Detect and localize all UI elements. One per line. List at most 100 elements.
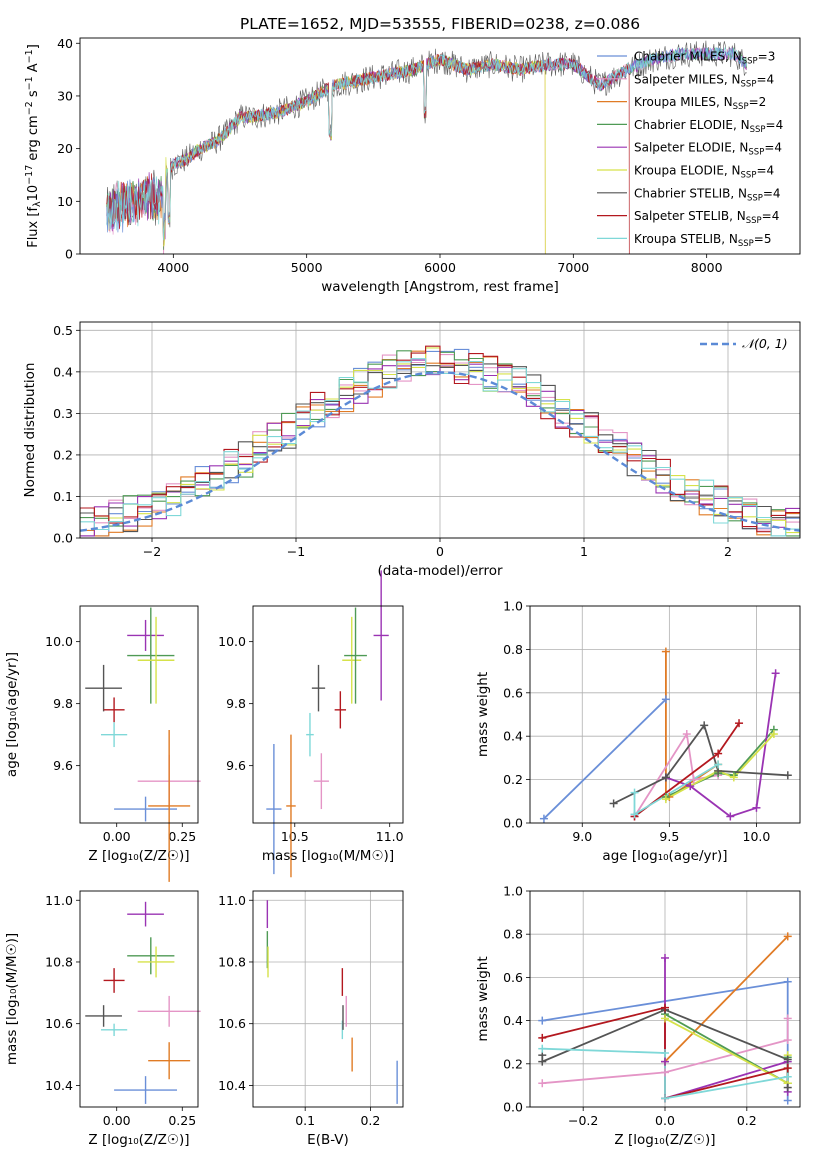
marker-kroupa_stelib [783,1072,792,1081]
y-tick-label: 0.2 [503,1056,523,1071]
point-kroupa_elodie [137,946,175,978]
marker-chabrier_miles [661,695,670,704]
y-tick-label: 0 [65,247,73,262]
series-kroupa_stelib [633,763,719,816]
y-tick-label: 9.8 [226,696,246,711]
x-tick-label: 1 [580,544,588,559]
point-salpeter_elodie [373,570,389,701]
legend-label: Chabrier MILES, NSSP=3 [634,50,775,67]
x-tick-label: 0.00 [103,1113,131,1128]
x-tick-label: 0 [436,544,444,559]
marker-chabrier_miles [538,1016,547,1025]
x-axis-label: E(B-V) [307,1132,349,1148]
marker-kroupa_elodie [729,773,738,782]
y-tick-label: 0.2 [53,447,73,462]
series-salpeter_miles [542,1018,789,1085]
residuals-frame [79,321,801,539]
y-tick-label: 10.8 [218,954,246,969]
point-kroupa_miles [148,1042,191,1080]
y-tick-label: 0.3 [53,406,73,421]
point-kroupa_stelib [100,722,128,748]
x-tick-label: −2 [143,544,161,559]
point-chabrier_stelib [311,664,326,712]
mass_weight_vs_Z-frame [529,890,801,1108]
point-salpeter_stelib [334,691,347,729]
marker-salpeter_stelib [783,1064,792,1073]
y-tick-label: 11.0 [45,893,73,908]
spectrum-kroupa_stelib [106,46,748,241]
marker-salpeter_miles [538,1079,547,1088]
marker-salpeter_elodie [726,812,735,821]
marker-salpeter_miles [689,775,698,784]
y-tick-label: 10 [57,194,73,209]
marker-salpeter_stelib [735,719,744,728]
series-chabrier_stelib [613,723,788,805]
marker-kroupa_stelib [630,788,639,797]
legend-label: Kroupa STELIB, NSSP=5 [634,232,772,249]
x-tick-label: −0.2 [568,1113,598,1128]
y-axis-label: mass weight [475,672,491,757]
point-salpeter_miles [313,753,329,810]
x-tick-label: 0.2 [360,1113,380,1128]
mass_vs_ebv-frame [252,890,404,1108]
point-chabrier_elodie [344,607,367,704]
x-tick-label: 0.25 [168,829,196,844]
age_vs_mass-axes: 10.5 11.0 9.6 9.8 10.0 [218,570,404,878]
marker-kroupa_elodie [661,1014,669,1023]
x-axis-label: (data-model)/error [377,563,503,579]
point-chabrier_miles [114,1076,178,1104]
y-tick-label: 11.0 [218,893,246,908]
x-tick-label: 9.0 [572,829,592,844]
y-tick-label: 10.8 [45,954,73,969]
marker-salpeter_miles [661,1068,669,1077]
point-salpeter_elodie [127,901,164,927]
mass_weight_vs_Z-axes: −0.2 0.0 0.2 0.0 0.2 0.4 0.6 0.8 1.0 [503,884,800,1128]
age_vs_Z-frame [79,605,199,824]
series-salpeter_elodie [665,673,777,818]
legend-label: 𝒩(0, 1) [742,336,788,351]
y-tick-label: 0.0 [53,531,73,546]
x-tick-label: 2 [724,544,732,559]
y-tick-label: 0.5 [53,323,73,338]
marker-salpeter_elodie [661,953,669,962]
mass_vs_ebv-axes: 0.1 0.2 10.4 10.6 10.8 11.0 [218,891,403,1128]
spectrum-legend: Chabrier MILES, NSSP=3 Salpeter MILES, NS… [597,50,783,249]
x-tick-label: 0.00 [103,829,131,844]
series-kroupa_miles [664,935,789,1063]
histograms [80,345,800,537]
y-tick-label: 40 [57,36,73,51]
point-salpeter_stelib [103,968,125,993]
spectrum-axes: 4000 5000 6000 7000 8000 0 10 20 30 40 [57,36,748,275]
histogram-kroupa_stelib [80,358,800,537]
y-tick-label: 10.4 [45,1078,73,1093]
y-tick-label: 0.1 [53,489,73,504]
x-tick-label: 11.0 [376,829,404,844]
y-tick-label: 0.4 [53,364,73,379]
point-chabrier_stelib [85,664,122,712]
marker-salpeter_miles [783,1036,792,1045]
legend-label: Salpeter MILES, NSSP=4 [634,72,774,89]
marker-salpeter_stelib [661,1003,669,1012]
point-salpeter_elodie [127,619,164,651]
marker-chabrier_stelib [609,799,618,808]
age_vs_mass-frame [252,605,404,824]
x-axis-label: Z [log₁₀(Z/Z☉)] [88,848,189,864]
point-chabrier_miles [114,796,178,822]
marker-chabrier_stelib [783,1083,792,1092]
legend-label: Kroupa MILES, NSSP=2 [634,95,766,112]
x-tick-label: 0.1 [295,1113,315,1128]
marker-kroupa_stelib [538,1044,547,1053]
marker-salpeter_elodie [686,782,695,791]
mass_weight_vs_age-axes: 9.0 9.5 10.0 0.0 0.2 0.4 0.6 0.8 1.0 [503,599,800,844]
marker-salpeter_miles [783,1014,792,1023]
y-tick-label: 0.6 [503,685,523,700]
normal-curve [80,371,800,532]
marker-chabrier_stelib [783,771,792,780]
marker-salpeter_miles [682,730,691,739]
x-tick-label: 9.5 [659,829,679,844]
y-tick-label: 10.0 [218,634,246,649]
marker-chabrier_stelib [783,1055,792,1064]
point-chabrier_elodie [127,607,175,704]
x-axis-label: Z [log₁₀(Z/Z☉)] [614,1132,715,1148]
spectrum-lines [106,40,748,254]
